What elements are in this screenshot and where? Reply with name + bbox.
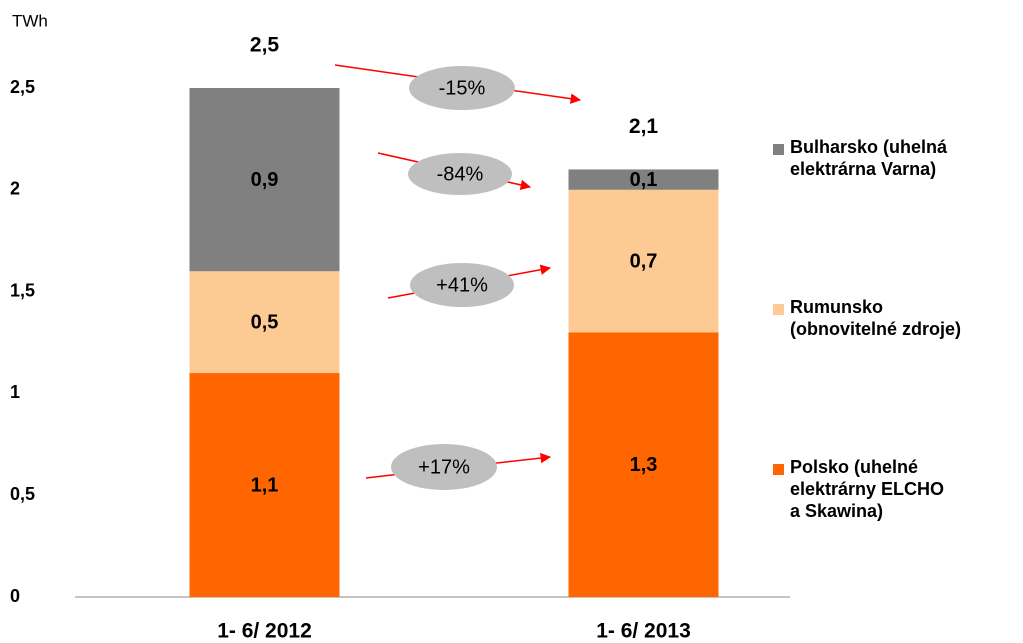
bar-segment: [568, 332, 719, 597]
y-tick-label: 1: [10, 382, 20, 402]
y-tick-label: 0: [10, 586, 20, 606]
legend-swatch: [773, 304, 784, 315]
value-label: 0,5: [251, 311, 279, 333]
total-label: 2,5: [250, 34, 280, 57]
change-label: -15%: [439, 77, 486, 99]
change-label: +41%: [436, 274, 488, 296]
value-label: 1,1: [251, 474, 279, 496]
change-bubble: [409, 66, 515, 110]
legend-swatch: [773, 144, 784, 155]
x-tick-label: 1- 6/ 2013: [596, 620, 691, 643]
legend-label: Bulharsko (uhelná elektrárna Varna): [790, 137, 948, 179]
legend-label: Polsko (uhelné elektrárny ELCHO a Skawin…: [790, 457, 945, 521]
bar-segment: [189, 373, 340, 597]
value-label: 0,9: [251, 169, 279, 191]
y-tick-label: 2: [10, 179, 20, 199]
y-tick-label: 0,5: [10, 484, 35, 504]
bar-segment: [568, 189, 719, 333]
x-tick-label: 1- 6/ 2012: [217, 620, 312, 643]
value-label: 1,3: [630, 454, 658, 476]
change-bubble: [408, 153, 512, 195]
value-label: 0,1: [630, 169, 658, 191]
y-tick-label: 2,5: [10, 77, 35, 97]
change-label: +17%: [418, 456, 470, 478]
bar-segment: [189, 271, 340, 374]
legend-swatch: [773, 464, 784, 475]
total-label: 2,1: [629, 115, 659, 138]
bar-segment: [568, 169, 719, 190]
change-bubble: [410, 263, 514, 307]
change-label: -84%: [437, 163, 484, 185]
y-axis-label: TWh: [12, 11, 48, 30]
bar-segment: [189, 88, 340, 272]
change-bubble: [391, 444, 497, 490]
legend-label: Rumunsko (obnovitelné zdroje): [790, 297, 961, 339]
change-annotations: -15% -84% +41% +17%: [334, 64, 582, 490]
y-tick-label: 1,5: [10, 280, 35, 300]
value-label: 0,7: [630, 250, 658, 272]
